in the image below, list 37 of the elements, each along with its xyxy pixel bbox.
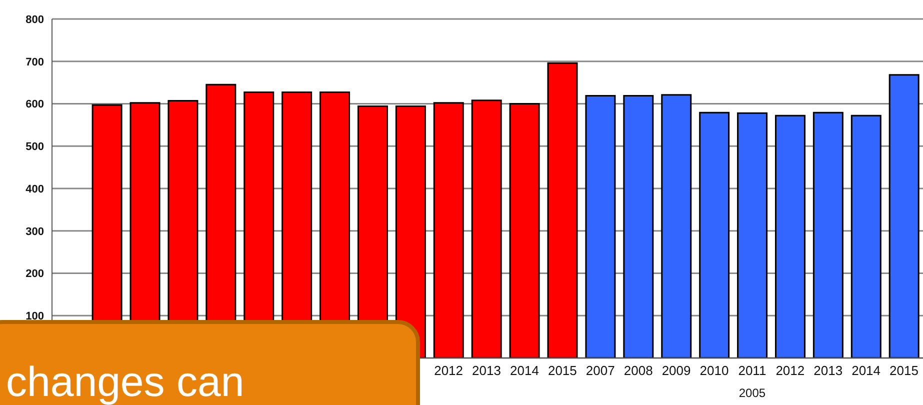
bar	[737, 112, 768, 358]
x-tick-label: 2015	[548, 363, 577, 378]
x-tick-label: 2013	[472, 363, 501, 378]
bar	[471, 100, 502, 358]
x-tick-label: 2015	[890, 363, 918, 378]
bar	[661, 94, 692, 358]
x-tick-label: 2011	[738, 363, 766, 378]
x-tick-label: 2008	[624, 363, 653, 378]
y-tick-label: 700	[26, 56, 44, 68]
bar	[509, 103, 540, 358]
bar	[623, 94, 654, 358]
y-tick-label: 100	[26, 310, 44, 323]
callout-box: changes can	[0, 320, 420, 405]
bar	[774, 114, 806, 358]
x-tick-label: 2010	[700, 363, 729, 378]
x-tick-label: 2013	[814, 363, 843, 378]
y-tick-label: 800	[26, 14, 44, 26]
bar	[547, 62, 578, 358]
x-tick-label: 2009	[662, 363, 691, 378]
bar	[888, 74, 920, 358]
x-tick-label: 2014	[852, 363, 881, 378]
annotation: changes can	[6, 358, 244, 405]
bar	[433, 102, 464, 358]
bar	[585, 94, 616, 358]
y-tick-label: 400	[26, 183, 44, 196]
y-tick-label: 600	[26, 98, 44, 111]
bar	[699, 112, 730, 358]
y-tick-label: 500	[26, 141, 44, 154]
bar	[850, 114, 882, 358]
y-tick-label: 200	[26, 268, 44, 280]
y-tick-label: 300	[26, 226, 44, 238]
x-tick-label: 2007	[586, 363, 615, 378]
x-tick-label: 2014	[510, 363, 539, 378]
bar	[812, 112, 844, 358]
text: 2005	[738, 386, 767, 400]
x-tick-label: 2012	[434, 363, 464, 378]
x-tick-label: 2012	[776, 363, 805, 378]
